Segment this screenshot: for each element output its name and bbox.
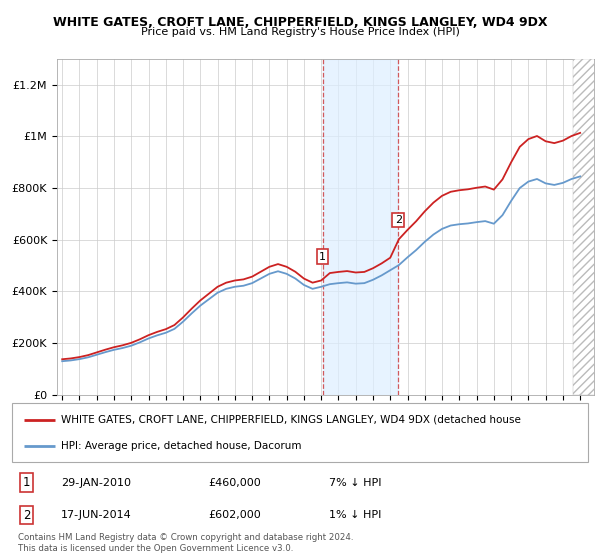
Text: Price paid vs. HM Land Registry's House Price Index (HPI): Price paid vs. HM Land Registry's House … [140, 27, 460, 37]
Text: £602,000: £602,000 [208, 510, 260, 520]
Text: HPI: Average price, detached house, Dacorum: HPI: Average price, detached house, Daco… [61, 441, 301, 451]
Text: 7% ↓ HPI: 7% ↓ HPI [329, 478, 382, 488]
Bar [323, 59, 398, 395]
Text: 2: 2 [395, 215, 402, 225]
Text: 1: 1 [319, 251, 326, 262]
Text: 1: 1 [23, 477, 30, 489]
Text: £460,000: £460,000 [208, 478, 260, 488]
Bar [573, 59, 600, 395]
Bar [573, 59, 600, 395]
Text: WHITE GATES, CROFT LANE, CHIPPERFIELD, KINGS LANGLEY, WD4 9DX: WHITE GATES, CROFT LANE, CHIPPERFIELD, K… [53, 16, 547, 29]
Text: WHITE GATES, CROFT LANE, CHIPPERFIELD, KINGS LANGLEY, WD4 9DX (detached house: WHITE GATES, CROFT LANE, CHIPPERFIELD, K… [61, 414, 521, 424]
Text: 29-JAN-2010: 29-JAN-2010 [61, 478, 131, 488]
Text: 2: 2 [23, 508, 30, 521]
Text: 17-JUN-2014: 17-JUN-2014 [61, 510, 132, 520]
Text: 1% ↓ HPI: 1% ↓ HPI [329, 510, 381, 520]
Text: Contains HM Land Registry data © Crown copyright and database right 2024.
This d: Contains HM Land Registry data © Crown c… [18, 533, 353, 553]
